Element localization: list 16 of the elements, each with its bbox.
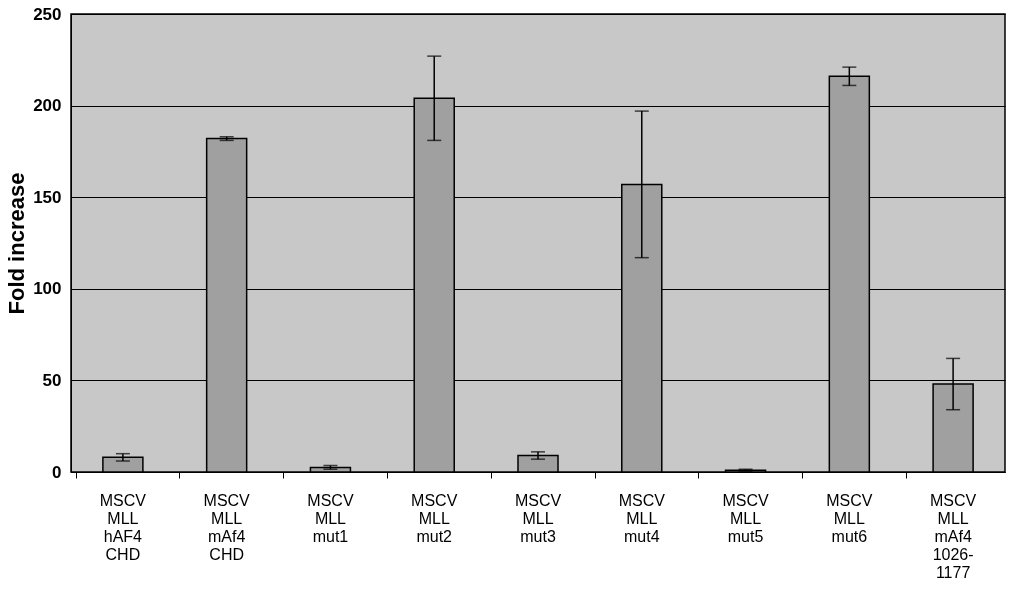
x-tick-label: MSCV MLL mut5 (722, 491, 769, 545)
x-tick-label: MSCV MLL mut1 (307, 491, 354, 545)
y-tick-label: 150 (33, 187, 62, 207)
y-tick-label: 200 (33, 96, 62, 116)
y-axis-title: Fold increase (4, 172, 30, 315)
y-tick-label: 0 (52, 462, 62, 482)
y-tick-label: 100 (33, 279, 62, 299)
x-tick-label: MSCV MLL mut6 (826, 491, 873, 545)
x-tick-label: MSCV MLL mut4 (618, 491, 666, 545)
y-tick-label: 250 (33, 4, 62, 24)
y-tick-label: 50 (42, 370, 62, 390)
x-tick-label: MSCV MLL mAf4 1026- 1177 (929, 491, 977, 581)
x-tick-label: MSCV MLL hAF4 CHD (99, 491, 147, 563)
x-tick-label: MSCV MLL mut2 (411, 491, 458, 545)
x-tick-label: MSCV MLL mut3 (514, 491, 562, 545)
x-tick-label: MSCV MLL mAf4 CHD (203, 491, 251, 563)
